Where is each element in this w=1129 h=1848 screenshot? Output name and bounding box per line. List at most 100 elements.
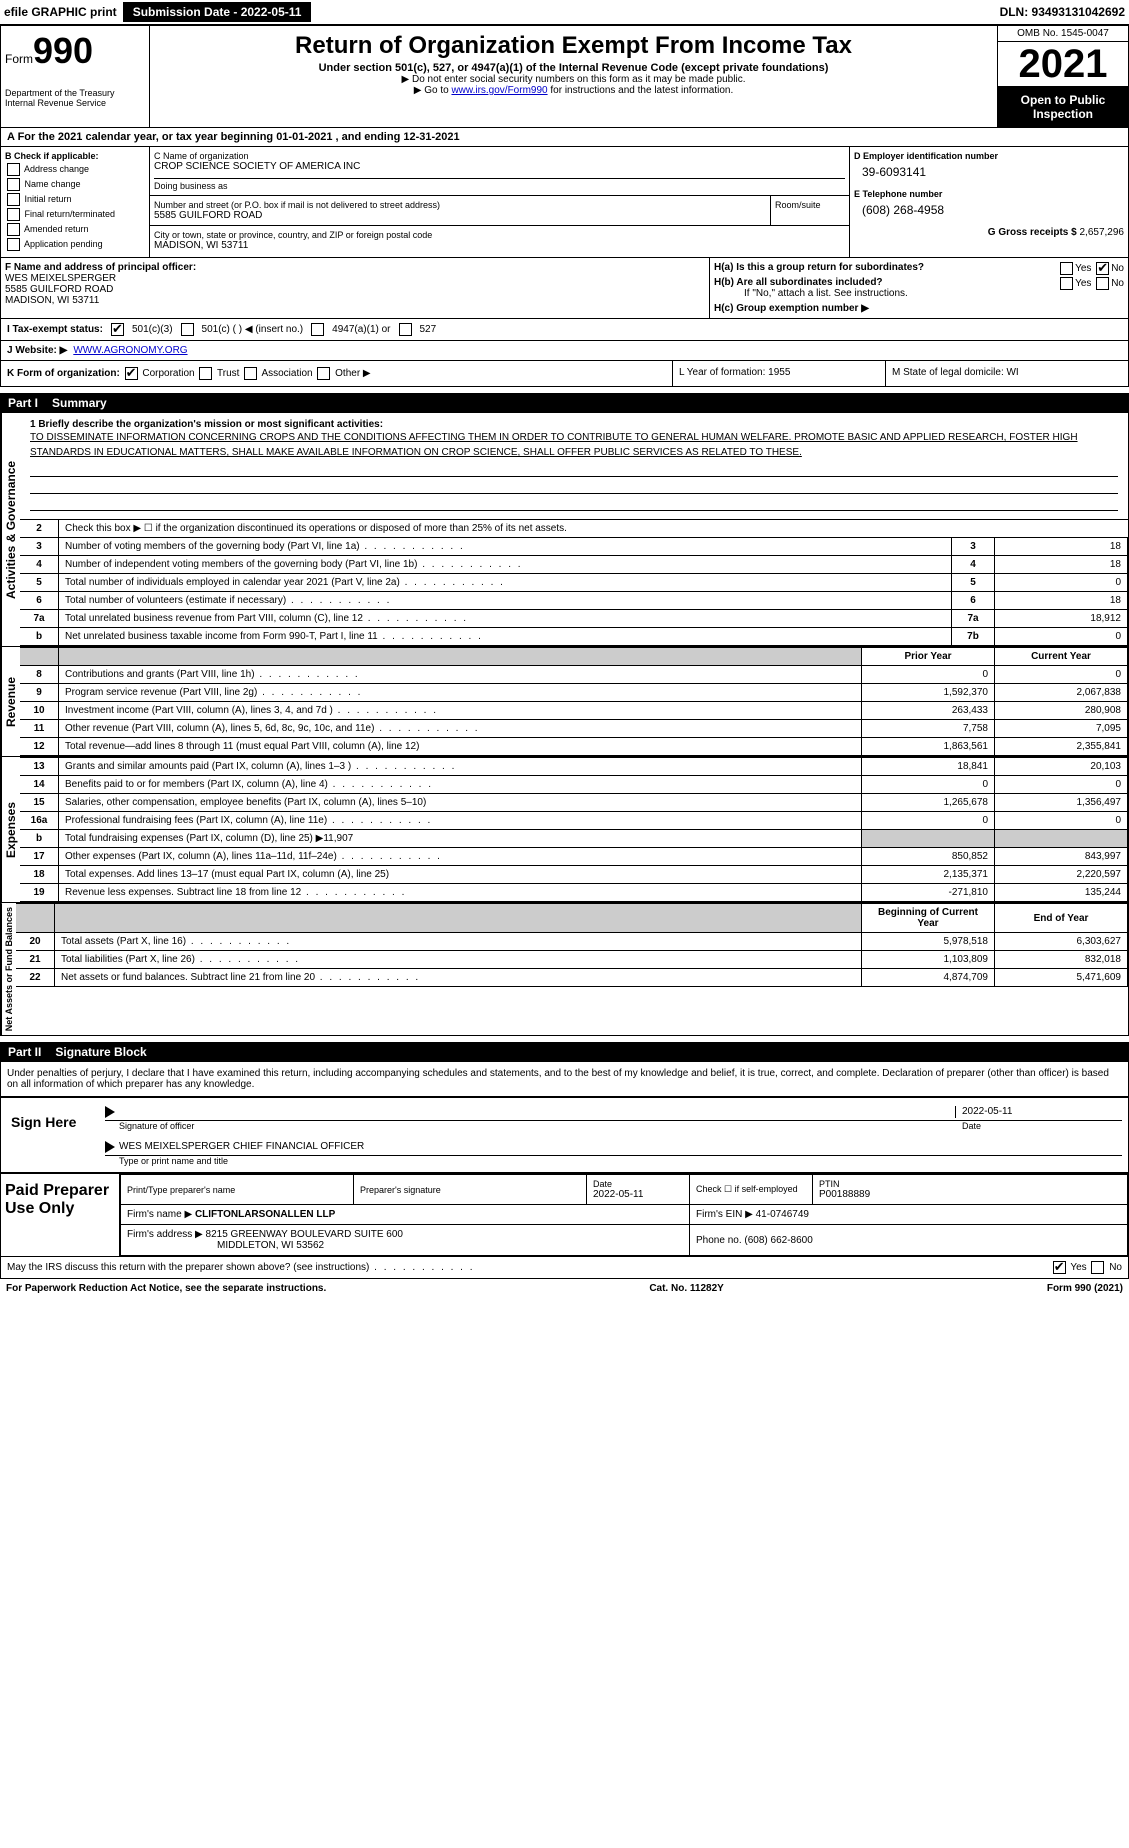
arrow-icon <box>105 1106 115 1118</box>
tax-exempt-row: I Tax-exempt status: 501(c)(3) 501(c) ( … <box>0 319 1129 341</box>
f-h-row: F Name and address of principal officer:… <box>0 258 1129 319</box>
submission-date-button[interactable]: Submission Date - 2022-05-11 <box>123 2 312 22</box>
dept-label: Department of the Treasury Internal Reve… <box>5 88 145 108</box>
side-expenses: Expenses <box>1 757 20 902</box>
gov-table: 2Check this box ▶ ☐ if the organization … <box>20 519 1128 646</box>
state-domicile: M State of legal domicile: WI <box>885 361 1128 386</box>
chk-final-return[interactable]: Final return/terminated <box>5 208 145 221</box>
side-net: Net Assets or Fund Balances <box>1 903 16 1035</box>
form-id-block: Form990 Department of the Treasury Inter… <box>1 26 150 127</box>
irs-link[interactable]: www.irs.gov/Form990 <box>451 85 547 96</box>
form-prefix: Form <box>5 52 33 66</box>
form-subtitle: Under section 501(c), 527, or 4947(a)(1)… <box>154 62 993 74</box>
footer-row: For Paperwork Reduction Act Notice, see … <box>0 1279 1129 1298</box>
net-table: Beginning of Current YearEnd of Year 20T… <box>16 903 1128 987</box>
city-state-zip: MADISON, WI 53711 <box>154 240 845 251</box>
org-name-label: C Name of organization <box>154 151 845 161</box>
side-governance: Activities & Governance <box>1 413 20 646</box>
section-net-assets: Net Assets or Fund Balances Beginning of… <box>0 903 1129 1036</box>
section-expenses: Expenses 13Grants and similar amounts pa… <box>0 757 1129 903</box>
dln-label: DLN: 93493131042692 <box>1000 5 1125 19</box>
paperwork-notice: For Paperwork Reduction Act Notice, see … <box>6 1283 326 1294</box>
note-link: ▶ Go to www.irs.gov/Form990 for instruct… <box>154 85 993 96</box>
phone-value: (608) 268-4958 <box>862 203 1124 217</box>
chk-527[interactable] <box>399 323 412 336</box>
mission-text: TO DISSEMINATE INFORMATION CONCERNING CR… <box>30 432 1078 458</box>
header-right: OMB No. 1545-0047 2021 Open to Public In… <box>997 26 1128 127</box>
form-of-org: K Form of organization: Corporation Trus… <box>1 361 672 386</box>
ha-no-check[interactable] <box>1096 262 1109 275</box>
sig-date: 2022-05-11 <box>955 1106 1122 1118</box>
room-suite-label: Room/suite <box>771 196 849 225</box>
chk-amended[interactable]: Amended return <box>5 223 145 236</box>
section-revenue: Revenue Prior YearCurrent Year 8Contribu… <box>0 647 1129 757</box>
chk-501c3[interactable] <box>111 323 124 336</box>
firm-ein: 41-0746749 <box>756 1209 809 1220</box>
chk-association[interactable] <box>244 367 257 380</box>
paid-preparer-block: Paid Preparer Use Only Print/Type prepar… <box>0 1173 1129 1257</box>
org-name: CROP SCIENCE SOCIETY OF AMERICA INC <box>154 161 845 172</box>
chk-corporation[interactable] <box>125 367 138 380</box>
header-center: Return of Organization Exempt From Incom… <box>150 26 997 127</box>
city-label: City or town, state or province, country… <box>154 230 845 240</box>
discuss-row: May the IRS discuss this return with the… <box>0 1257 1129 1279</box>
chk-trust[interactable] <box>199 367 212 380</box>
gross-value: 2,657,296 <box>1080 227 1125 238</box>
paid-preparer-label: Paid Preparer Use Only <box>1 1174 120 1256</box>
officer-name: WES MEIXELSPERGER CHIEF FINANCIAL OFFICE… <box>119 1141 364 1153</box>
sign-here-label: Sign Here <box>7 1104 95 1166</box>
chk-4947[interactable] <box>311 323 324 336</box>
discuss-yes[interactable] <box>1053 1261 1066 1274</box>
penalty-statement: Under penalties of perjury, I declare th… <box>0 1062 1129 1098</box>
gross-label: G Gross receipts $ <box>988 227 1077 238</box>
row-a-period: A For the 2021 calendar year, or tax yea… <box>0 128 1129 147</box>
k-l-m-row: K Form of organization: Corporation Trus… <box>0 361 1129 387</box>
year-formation: L Year of formation: 1955 <box>672 361 885 386</box>
col-d-ids: D Employer identification number 39-6093… <box>849 147 1128 257</box>
open-public-badge: Open to Public Inspection <box>998 87 1128 127</box>
col-c-org: C Name of organization CROP SCIENCE SOCI… <box>150 147 849 257</box>
side-revenue: Revenue <box>1 647 20 756</box>
website-row: J Website: ▶ WWW.AGRONOMY.ORG <box>0 341 1129 361</box>
col-b-checkboxes: B Check if applicable: Address change Na… <box>1 147 150 257</box>
efile-label: efile GRAPHIC print <box>4 5 117 19</box>
ein-value: 39-6093141 <box>862 165 1124 179</box>
entity-block: B Check if applicable: Address change Na… <box>0 147 1129 258</box>
firm-phone: (608) 662-8600 <box>744 1235 812 1246</box>
street-address: 5585 GUILFORD ROAD <box>154 210 766 221</box>
chk-initial-return[interactable]: Initial return <box>5 193 145 206</box>
sign-here-block: Sign Here 2022-05-11 Signature of office… <box>0 1098 1129 1173</box>
form-number: 990 <box>33 30 93 71</box>
chk-other[interactable] <box>317 367 330 380</box>
principal-officer: F Name and address of principal officer:… <box>1 258 710 318</box>
revenue-table: Prior YearCurrent Year 8Contributions an… <box>20 647 1128 756</box>
org-website-link[interactable]: WWW.AGRONOMY.ORG <box>73 345 187 356</box>
phone-label: E Telephone number <box>854 189 1124 199</box>
form-title: Return of Organization Exempt From Incom… <box>154 32 993 60</box>
cat-no: Cat. No. 11282Y <box>649 1283 723 1294</box>
part2-header: Part IISignature Block <box>0 1042 1129 1062</box>
part1-header: Part ISummary <box>0 393 1129 413</box>
form-footer: Form 990 (2021) <box>1047 1283 1123 1294</box>
note-ssn: ▶ Do not enter social security numbers o… <box>154 74 993 85</box>
firm-name: CLIFTONLARSONALLEN LLP <box>195 1209 335 1220</box>
firm-addr2: MIDDLETON, WI 53562 <box>217 1240 324 1251</box>
arrow-icon <box>105 1141 115 1153</box>
firm-addr1: 8215 GREENWAY BOULEVARD SUITE 600 <box>206 1229 403 1240</box>
expenses-table: 13Grants and similar amounts paid (Part … <box>20 757 1128 902</box>
discuss-no[interactable] <box>1091 1261 1104 1274</box>
ein-label: D Employer identification number <box>854 151 1124 161</box>
omb-label: OMB No. 1545-0047 <box>998 26 1128 42</box>
form-header: Form990 Department of the Treasury Inter… <box>0 25 1129 128</box>
chk-501c[interactable] <box>181 323 194 336</box>
section-governance: Activities & Governance 1 Briefly descri… <box>0 413 1129 647</box>
mission-block: 1 Briefly describe the organization's mi… <box>20 413 1128 519</box>
top-bar: efile GRAPHIC print Submission Date - 20… <box>0 0 1129 25</box>
tax-year: 2021 <box>998 42 1128 87</box>
chk-address-change[interactable]: Address change <box>5 163 145 176</box>
chk-application-pending[interactable]: Application pending <box>5 238 145 251</box>
addr-label: Number and street (or P.O. box if mail i… <box>154 200 766 210</box>
dba-label: Doing business as <box>154 181 845 191</box>
chk-name-change[interactable]: Name change <box>5 178 145 191</box>
group-return-block: H(a) Is this a group return for subordin… <box>710 258 1128 318</box>
